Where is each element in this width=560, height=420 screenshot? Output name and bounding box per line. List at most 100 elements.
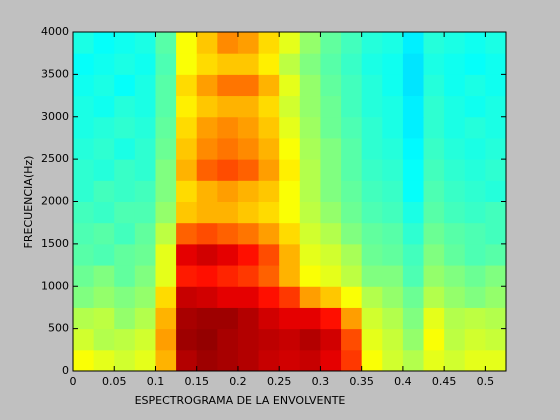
heatmap-cell xyxy=(196,32,218,54)
heatmap-cell xyxy=(73,32,95,54)
y-tick-label: 3000 xyxy=(41,110,69,123)
heatmap-cell xyxy=(114,265,136,287)
heatmap-cell xyxy=(444,137,466,160)
heatmap-cell xyxy=(341,222,363,245)
heatmap-cell xyxy=(237,201,260,224)
heatmap-cell xyxy=(423,307,445,330)
heatmap-cell xyxy=(176,349,198,372)
heatmap-cell xyxy=(320,74,342,97)
heatmap-cell xyxy=(279,137,301,160)
heatmap-cell xyxy=(155,243,177,266)
heatmap-cell xyxy=(114,201,136,224)
heatmap-cell xyxy=(299,32,321,54)
heatmap-cell xyxy=(237,95,260,118)
heatmap-cell xyxy=(73,95,95,118)
heatmap-cell xyxy=(217,74,239,97)
heatmap-cell xyxy=(423,95,445,118)
heatmap-cell xyxy=(134,201,156,224)
heatmap-cell xyxy=(114,53,136,75)
heatmap-cell xyxy=(114,349,136,372)
heatmap-cell xyxy=(402,243,425,266)
heatmap-cell xyxy=(237,265,260,287)
heatmap-cell xyxy=(155,53,177,75)
heatmap-cell xyxy=(402,137,425,160)
heatmap-cell xyxy=(279,32,301,54)
heatmap-cell xyxy=(155,159,177,181)
heatmap-cell xyxy=(279,328,301,351)
heatmap-cell xyxy=(237,349,260,372)
heatmap-cell xyxy=(341,349,363,372)
heatmap-cell xyxy=(258,74,280,97)
heatmap-cell xyxy=(258,137,280,160)
heatmap-cell xyxy=(423,349,445,372)
heatmap-cell xyxy=(320,265,342,287)
heatmap-cell xyxy=(258,349,280,372)
heatmap-cell xyxy=(341,328,363,351)
heatmap-cell xyxy=(237,307,260,330)
heatmap-cell xyxy=(361,201,383,224)
heatmap-cell xyxy=(341,95,363,118)
heatmap-cell xyxy=(73,180,95,202)
heatmap-cell xyxy=(320,159,342,181)
heatmap-cell xyxy=(114,286,136,308)
x-tick-label: 0.05 xyxy=(102,375,127,388)
heatmap-cell xyxy=(258,159,280,181)
heatmap-cell xyxy=(444,328,466,351)
heatmap-cell xyxy=(93,95,115,118)
heatmap-cell xyxy=(155,265,177,287)
x-tick-label: 0.35 xyxy=(349,375,374,388)
heatmap-cell xyxy=(176,159,198,181)
heatmap-cell xyxy=(444,201,466,224)
heatmap-cell xyxy=(361,53,383,75)
heatmap-cell xyxy=(217,116,239,139)
heatmap-cell xyxy=(402,116,425,139)
y-tick-label: 1500 xyxy=(41,237,69,250)
heatmap-cell xyxy=(320,137,342,160)
heatmap-cell xyxy=(382,222,404,245)
heatmap-cell xyxy=(382,116,404,139)
heatmap-cell xyxy=(485,74,507,97)
heatmap-cell xyxy=(93,53,115,75)
heatmap-cell xyxy=(382,137,404,160)
heatmap-cell xyxy=(114,243,136,266)
heatmap-cell xyxy=(114,32,136,54)
heatmap-cell xyxy=(237,222,260,245)
heatmap-cell xyxy=(299,137,321,160)
heatmap-cell xyxy=(485,328,507,351)
heatmap-cell xyxy=(485,159,507,181)
heatmap-cell xyxy=(258,265,280,287)
heatmap-cell xyxy=(155,74,177,97)
heatmap-cell xyxy=(402,265,425,287)
heatmap-cell xyxy=(464,95,486,118)
heatmap-cell xyxy=(341,180,363,202)
heatmap-cell xyxy=(279,243,301,266)
heatmap-cell xyxy=(464,201,486,224)
heatmap-cell xyxy=(485,265,507,287)
x-tick-label: 0.25 xyxy=(267,375,292,388)
heatmap-cell xyxy=(134,53,156,75)
heatmap-cell xyxy=(134,243,156,266)
heatmap-cell xyxy=(93,265,115,287)
heatmap-cell xyxy=(217,32,239,54)
heatmap-cell xyxy=(382,95,404,118)
heatmap-cell xyxy=(423,32,445,54)
heatmap-cell xyxy=(382,243,404,266)
heatmap-cell xyxy=(237,74,260,97)
heatmap-cell xyxy=(299,180,321,202)
heatmap-cell xyxy=(402,328,425,351)
heatmap-cell xyxy=(196,53,218,75)
heatmap-cell xyxy=(402,286,425,308)
heatmap-cell xyxy=(134,180,156,202)
heatmap-cell xyxy=(73,222,95,245)
heatmap-cell xyxy=(423,53,445,75)
heatmap-cell xyxy=(299,74,321,97)
heatmap-cell xyxy=(320,53,342,75)
x-tick-label: 0 xyxy=(70,375,77,388)
heatmap-cell xyxy=(299,201,321,224)
heatmap-cell xyxy=(299,286,321,308)
heatmap-cell xyxy=(176,328,198,351)
heatmap-cell xyxy=(464,32,486,54)
heatmap-cell xyxy=(93,349,115,372)
heatmap-cell xyxy=(114,137,136,160)
